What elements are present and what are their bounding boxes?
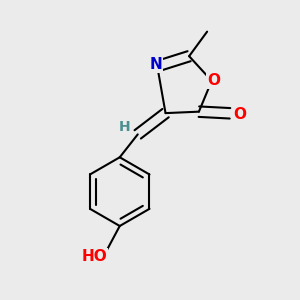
Text: N: N <box>149 57 162 72</box>
Text: H: H <box>119 120 130 134</box>
Text: HO: HO <box>81 249 107 264</box>
Text: O: O <box>233 107 246 122</box>
Text: O: O <box>207 73 220 88</box>
